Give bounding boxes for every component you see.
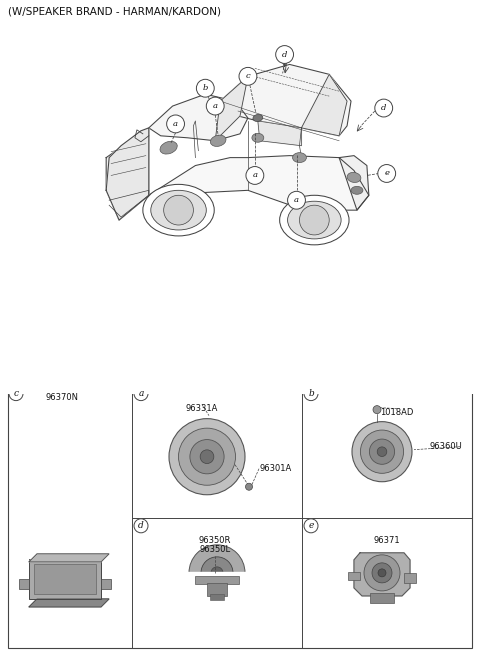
- Circle shape: [246, 167, 264, 184]
- Polygon shape: [106, 128, 149, 220]
- Circle shape: [196, 79, 214, 97]
- Circle shape: [164, 195, 193, 225]
- Text: a: a: [138, 389, 144, 398]
- Text: e: e: [308, 522, 314, 530]
- Polygon shape: [149, 94, 248, 141]
- Circle shape: [211, 567, 223, 579]
- Polygon shape: [220, 64, 351, 136]
- Ellipse shape: [288, 201, 341, 239]
- Text: 1018AD: 1018AD: [380, 407, 414, 417]
- Circle shape: [360, 430, 404, 474]
- Circle shape: [239, 68, 257, 85]
- Polygon shape: [339, 155, 369, 210]
- Ellipse shape: [292, 153, 306, 163]
- Polygon shape: [354, 553, 410, 596]
- Ellipse shape: [253, 114, 263, 121]
- Text: 96350R: 96350R: [199, 536, 231, 545]
- Polygon shape: [106, 128, 149, 220]
- Ellipse shape: [351, 186, 363, 194]
- Circle shape: [288, 192, 305, 209]
- Ellipse shape: [143, 184, 214, 236]
- Text: (W/SPEAKER BRAND - HARMAN/KARDON): (W/SPEAKER BRAND - HARMAN/KARDON): [8, 7, 221, 17]
- Text: a: a: [252, 171, 257, 180]
- Ellipse shape: [347, 173, 361, 182]
- Polygon shape: [29, 599, 109, 607]
- Bar: [185, 572, 249, 588]
- Polygon shape: [29, 554, 109, 562]
- Bar: [370, 593, 394, 603]
- Text: e: e: [384, 169, 389, 178]
- Text: 96350L: 96350L: [199, 545, 230, 554]
- Circle shape: [377, 447, 387, 457]
- Bar: [29, 559, 101, 599]
- Circle shape: [134, 519, 148, 533]
- Circle shape: [372, 563, 392, 583]
- Circle shape: [304, 519, 318, 533]
- Circle shape: [378, 165, 396, 182]
- Polygon shape: [149, 155, 369, 210]
- Circle shape: [190, 440, 224, 474]
- Text: b: b: [308, 389, 314, 398]
- Text: 96360U: 96360U: [429, 442, 462, 451]
- Text: d: d: [138, 522, 144, 530]
- Bar: [404, 573, 416, 583]
- Text: a: a: [173, 120, 178, 128]
- Text: 96370N: 96370N: [45, 392, 78, 401]
- Wedge shape: [201, 557, 233, 573]
- Bar: [195, 576, 239, 584]
- Bar: [207, 583, 227, 596]
- Text: d: d: [282, 51, 288, 58]
- Polygon shape: [258, 121, 301, 146]
- Ellipse shape: [210, 135, 226, 146]
- Ellipse shape: [160, 141, 177, 154]
- Circle shape: [378, 569, 386, 577]
- Circle shape: [364, 555, 400, 591]
- Circle shape: [206, 97, 224, 115]
- Circle shape: [276, 46, 294, 64]
- Circle shape: [179, 428, 236, 485]
- Bar: [101, 579, 111, 589]
- Circle shape: [169, 419, 245, 495]
- Bar: [210, 594, 224, 600]
- Circle shape: [200, 450, 214, 464]
- Bar: [34, 564, 96, 594]
- Ellipse shape: [151, 190, 206, 230]
- Text: d: d: [381, 104, 386, 112]
- Ellipse shape: [280, 195, 349, 245]
- Text: b: b: [203, 84, 208, 92]
- Circle shape: [375, 99, 393, 117]
- Polygon shape: [301, 74, 347, 136]
- Text: 96301A: 96301A: [259, 464, 291, 473]
- Text: 96371: 96371: [374, 536, 400, 545]
- Wedge shape: [189, 545, 245, 573]
- Text: c: c: [13, 389, 19, 398]
- Circle shape: [300, 205, 329, 235]
- Text: 96331A: 96331A: [186, 403, 218, 413]
- Bar: [348, 572, 360, 580]
- Circle shape: [9, 386, 23, 401]
- Bar: [19, 579, 29, 589]
- Text: a: a: [213, 102, 218, 110]
- Circle shape: [352, 422, 412, 482]
- Ellipse shape: [252, 133, 264, 142]
- Circle shape: [370, 439, 395, 464]
- Circle shape: [245, 483, 252, 490]
- Circle shape: [373, 405, 381, 414]
- Circle shape: [167, 115, 184, 133]
- Circle shape: [134, 386, 148, 401]
- Text: a: a: [294, 196, 299, 204]
- Circle shape: [304, 386, 318, 401]
- Polygon shape: [215, 76, 248, 141]
- Text: c: c: [246, 72, 250, 80]
